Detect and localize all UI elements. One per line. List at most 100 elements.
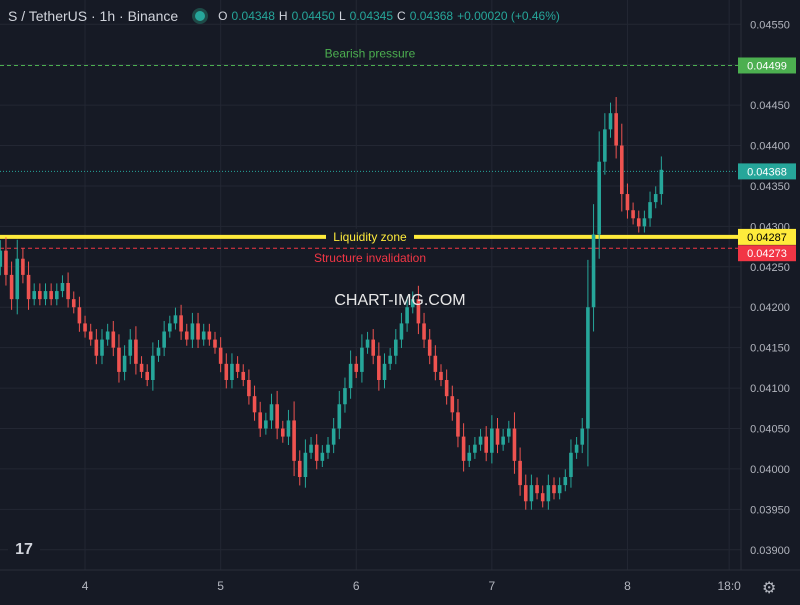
candle-body — [659, 169, 664, 195]
candle-body — [557, 485, 562, 494]
candle-body — [292, 420, 296, 461]
time-axis[interactable]: 4 5 6 7 8 18:0 — [82, 579, 741, 593]
candle-body — [410, 299, 415, 308]
price-tags: 0.04499 0.04287 0.04273 0.04368 — [738, 57, 796, 262]
candle-body — [478, 436, 483, 445]
candle-body — [574, 444, 579, 453]
candle-body — [394, 339, 398, 356]
candle-body — [382, 363, 387, 380]
candle-body — [168, 323, 172, 332]
candle-body — [484, 436, 488, 453]
price-tick-label: 0.03950 — [750, 504, 790, 516]
time-tick-label: 7 — [489, 579, 496, 593]
candle-body — [354, 363, 359, 372]
price-tick-label: 0.04550 — [750, 19, 790, 31]
candle-body — [388, 355, 392, 364]
candle-body — [523, 485, 528, 502]
candle-body — [71, 299, 76, 308]
market-status-icon — [192, 8, 209, 24]
price-tick-label: 0.04350 — [750, 181, 790, 193]
close-value: 0.04368 — [409, 9, 454, 23]
candle-body — [580, 428, 585, 445]
candle-body — [399, 323, 404, 340]
candle-body — [286, 420, 291, 437]
low-value: 0.04345 — [349, 9, 394, 23]
candle-body — [360, 347, 364, 372]
candle-body — [275, 404, 279, 429]
candle-body — [597, 161, 601, 235]
candle-body — [258, 412, 262, 429]
candle-body — [422, 323, 426, 340]
candle-body — [184, 331, 189, 340]
candle-body — [134, 339, 138, 364]
candle-body — [247, 380, 251, 397]
candle-body — [501, 436, 505, 445]
candle-body — [21, 258, 25, 275]
candle-body — [213, 339, 217, 348]
price-tag — [738, 228, 796, 245]
candle-body — [83, 323, 87, 332]
candle-body — [337, 404, 342, 429]
time-tick-label: 6 — [353, 579, 360, 593]
candle-body — [77, 307, 82, 324]
settings-gear-icon[interactable]: ⚙ — [762, 580, 777, 597]
candle-body — [100, 339, 104, 356]
candle-body — [405, 307, 409, 324]
time-tick-label: 8 — [624, 579, 631, 593]
candle-body — [631, 210, 635, 219]
candle-body — [314, 444, 319, 461]
tradingview-logo-icon[interactable]: 17 — [8, 536, 40, 564]
candle-body — [252, 396, 257, 413]
candles — [0, 97, 664, 510]
candle-body — [461, 436, 466, 461]
candle-body — [15, 258, 20, 300]
candle-body — [55, 291, 59, 300]
candle-body — [88, 331, 93, 340]
candle-body — [241, 371, 246, 380]
candle-body — [456, 412, 460, 437]
candle-body — [179, 315, 183, 332]
high-label: H — [278, 9, 288, 23]
level-labels: Bearish pressure Liquidity zone Structure … — [314, 46, 426, 265]
candle-body — [139, 363, 144, 372]
candle-body — [145, 371, 149, 380]
candle-body — [495, 428, 500, 445]
candle-body — [218, 347, 223, 364]
candle-body — [60, 282, 65, 292]
candle-body — [320, 452, 325, 461]
candle-body — [94, 339, 99, 356]
candle-body — [117, 347, 121, 372]
candle-body — [507, 428, 511, 437]
candle-body — [450, 396, 455, 413]
candle-body — [111, 331, 116, 348]
candle-body — [303, 452, 308, 478]
candle-body — [467, 452, 472, 461]
price-axis[interactable]: 0.045500.045000.044500.044000.043500.043… — [750, 19, 790, 557]
candle-body — [105, 331, 110, 340]
time-tick-label: 4 — [82, 579, 89, 593]
grid — [0, 0, 741, 570]
candle-body — [625, 194, 630, 211]
candle-body — [281, 428, 285, 437]
candle-body — [26, 274, 31, 300]
candle-body — [4, 250, 8, 275]
candle-body — [326, 444, 330, 453]
price-tick-label: 0.04450 — [750, 100, 790, 112]
candle-body — [608, 113, 613, 130]
candle-body — [546, 485, 551, 502]
candle-body — [331, 428, 336, 445]
price-tick-label: 0.04000 — [750, 464, 790, 476]
candle-body — [269, 404, 274, 421]
price-tag-label: 0.04273 — [747, 248, 787, 260]
candle-body — [529, 485, 534, 502]
candle-body — [196, 323, 200, 340]
symbol-title[interactable]: S / TetherUS · 1h · Binance — [8, 8, 179, 24]
candle-body — [297, 460, 302, 478]
price-tick-label: 0.04400 — [750, 141, 790, 153]
candle-body — [614, 113, 618, 146]
chart-header: S / TetherUS · 1h · Binance O 0.04348 H 0.… — [8, 6, 560, 26]
candle-body — [348, 363, 353, 389]
